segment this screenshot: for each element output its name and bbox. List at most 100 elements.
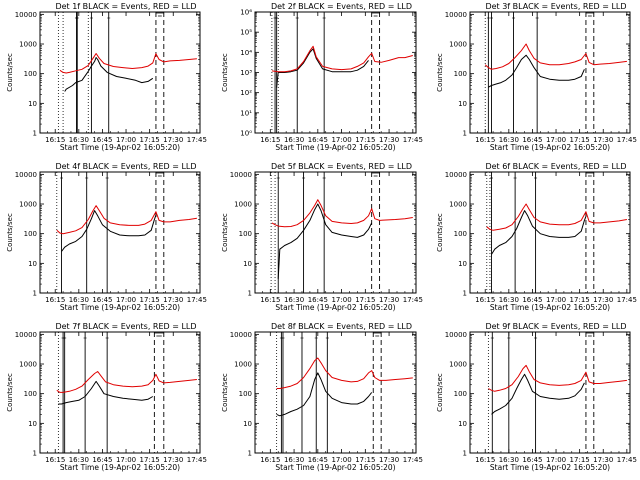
y-tick-label: 10000 [445, 331, 467, 339]
y-tick-label: 100 [239, 230, 252, 238]
y-tick-label: 10¹ [240, 109, 252, 117]
plot-frame [39, 331, 201, 454]
x-tick-label: 16:30 [499, 296, 519, 304]
x-tick-label: 16:30 [69, 296, 89, 304]
y-axis-label: Counts/sec [221, 213, 229, 252]
y-tick-label: 100 [239, 390, 252, 398]
marker-bracket [154, 332, 164, 337]
marker-bracket [585, 12, 594, 17]
x-tick-label: 16:15 [260, 296, 280, 304]
y-tick-label: 100 [24, 230, 37, 238]
x-tick-label: 17:45 [617, 136, 637, 144]
panel-3: Det 3f BLACK = Events, RED = LLD 1 10 100 10… [436, 2, 637, 152]
y-tick-label: 10000 [230, 331, 252, 339]
y-tick-label: 10000 [15, 331, 37, 339]
x-axis-label: Start Time (19-Apr-02 16:05:20) [275, 463, 395, 472]
x-tick-label: 17:30 [379, 136, 399, 144]
y-tick-label: 1000 [234, 361, 252, 369]
x-tick-label: 16:15 [475, 296, 495, 304]
y-tick-label: 10 [243, 260, 252, 268]
series-line-black [276, 48, 369, 88]
x-tick-label: 17:45 [617, 296, 637, 304]
y-tick-label: 1 [463, 130, 467, 138]
x-tick-label: 16:15 [45, 456, 65, 464]
x-tick-label: 17:45 [403, 136, 423, 144]
panel-title: Det 1f BLACK = Events, RED = LLD [55, 2, 196, 11]
y-tick-label: 10 [243, 420, 252, 428]
x-tick-label: 17:15 [570, 456, 590, 464]
x-tick-label: 17:15 [570, 296, 590, 304]
series-line-black [64, 57, 154, 92]
y-axis-label: Counts/sec [6, 213, 14, 252]
plot-frame [469, 11, 631, 134]
y-tick-label: 1000 [19, 201, 37, 209]
x-tick-label: 17:00 [116, 136, 136, 144]
x-tick-label: 17:15 [355, 296, 375, 304]
x-tick-label: 17:15 [140, 456, 160, 464]
y-axis-label: Counts/sec [221, 373, 229, 412]
x-tick-label: 17:00 [331, 456, 351, 464]
x-tick-label: 17:30 [593, 296, 613, 304]
x-tick-label: 17:45 [617, 456, 637, 464]
panel-title: Det 5f BLACK = Events, RED = LLD [271, 162, 412, 171]
x-axis-label: Start Time (19-Apr-02 16:05:20) [60, 143, 180, 152]
x-tick-label: 16:45 [522, 456, 542, 464]
y-tick-label: 10 [28, 420, 37, 428]
x-tick-label: 17:45 [403, 296, 423, 304]
x-tick-label: 17:45 [187, 456, 207, 464]
y-tick-label: 10000 [445, 171, 467, 179]
panel-9: Det 9f BLACK = Events, RED = LLD 1 10 100 10… [436, 322, 637, 472]
y-tick-label: 10000 [15, 11, 37, 19]
x-tick-label: 16:30 [69, 456, 89, 464]
panel-title: Det 3f BLACK = Events, RED = LLD [485, 2, 626, 11]
y-tick-label: 1000 [449, 361, 467, 369]
y-tick-label: 10000 [15, 171, 37, 179]
x-tick-label: 16:45 [92, 456, 112, 464]
y-tick-label: 100 [454, 70, 467, 78]
marker-bracket [155, 12, 164, 17]
series-line-red [271, 199, 413, 228]
x-axis-label: Start Time (19-Apr-02 16:05:20) [490, 303, 610, 312]
x-tick-label: 17:45 [187, 136, 207, 144]
x-tick-label: 16:15 [45, 296, 65, 304]
x-tick-label: 17:15 [355, 456, 375, 464]
y-axis-label: Counts/sec [436, 213, 444, 252]
y-axis-label: Counts/sec [436, 373, 444, 412]
panel-8: Det 8f BLACK = Events, RED = LLD 1 10 100 10… [221, 322, 423, 472]
y-axis-label: Counts/sec [6, 53, 14, 92]
y-tick-label: 1000 [19, 361, 37, 369]
x-tick-label: 16:30 [69, 136, 89, 144]
panel-title: Det 7f BLACK = Events, RED = LLD [55, 322, 196, 331]
x-tick-label: 17:00 [116, 456, 136, 464]
x-tick-label: 17:00 [331, 136, 351, 144]
y-tick-label: 1000 [449, 41, 467, 49]
x-tick-label: 16:15 [475, 456, 495, 464]
x-tick-label: 16:45 [308, 456, 328, 464]
y-tick-label: 1000 [234, 201, 252, 209]
x-tick-label: 17:30 [163, 136, 183, 144]
x-tick-label: 17:45 [187, 296, 207, 304]
x-tick-label: 16:45 [92, 296, 112, 304]
plot-frame [39, 171, 201, 294]
panel-1: Det 1f BLACK = Events, RED = LLD 1 10 100 10… [6, 2, 207, 152]
y-tick-label: 100 [24, 70, 37, 78]
y-tick-label: 1 [248, 290, 252, 298]
y-tick-label: 10² [240, 89, 252, 97]
x-tick-label: 17:00 [331, 296, 351, 304]
series-line-red [484, 43, 627, 70]
plot-frame [469, 331, 631, 454]
y-tick-label: 1 [33, 130, 37, 138]
x-tick-label: 16:30 [499, 456, 519, 464]
y-tick-label: 1 [248, 450, 252, 458]
plot-frame [254, 171, 417, 294]
x-tick-label: 17:15 [355, 136, 375, 144]
x-axis-label: Start Time (19-Apr-02 16:05:20) [490, 463, 610, 472]
y-tick-label: 10000 [230, 171, 252, 179]
x-tick-label: 16:30 [284, 456, 304, 464]
x-tick-label: 17:00 [546, 296, 566, 304]
series-line-red [271, 45, 413, 73]
series-line-black [488, 54, 585, 88]
marker-bracket [371, 172, 380, 177]
x-tick-label: 17:30 [593, 456, 613, 464]
